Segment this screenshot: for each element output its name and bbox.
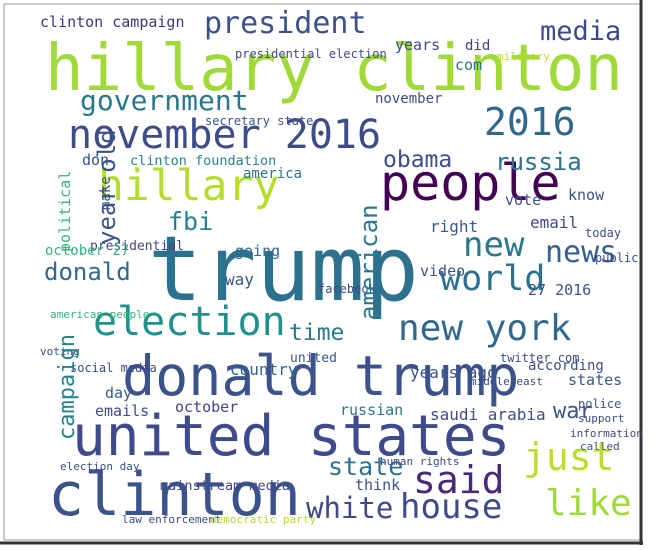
word: years <box>395 36 440 54</box>
word: day <box>105 384 132 402</box>
word: states <box>568 371 622 389</box>
word: com <box>455 56 482 74</box>
word: presidential <box>90 239 184 254</box>
word: october <box>175 398 238 416</box>
word: support <box>578 412 624 425</box>
word: saudi arabia <box>430 405 546 424</box>
word: country <box>230 360 298 379</box>
word: middle east <box>470 375 543 388</box>
word: hillary clinton <box>45 32 623 106</box>
word: going <box>235 242 280 260</box>
word: social media <box>70 361 157 375</box>
word: presidential election <box>235 47 387 61</box>
word: november <box>375 91 442 107</box>
word: house <box>400 487 502 527</box>
word: vote <box>505 191 541 209</box>
word: fbi <box>168 207 213 236</box>
word: today <box>585 226 621 240</box>
word: police <box>578 397 621 411</box>
word: human rights <box>380 455 459 468</box>
word: trump <box>148 217 419 322</box>
word: war <box>553 399 593 424</box>
word: law enforcement <box>122 513 221 526</box>
word: new york <box>398 308 572 349</box>
word: think <box>355 476 400 494</box>
word: 2016 <box>484 100 576 144</box>
word: public <box>595 251 638 265</box>
word: united <box>290 351 337 366</box>
word: president <box>204 6 367 41</box>
word: obama <box>383 147 452 173</box>
word: way <box>225 270 254 289</box>
word: mainstream media <box>160 478 290 494</box>
word: years ago <box>410 363 497 382</box>
word: donald trump <box>122 344 519 408</box>
word: clinton campaign <box>40 13 185 31</box>
word: media <box>540 16 621 47</box>
word: like <box>545 483 632 524</box>
word: new <box>463 225 525 265</box>
word: russian <box>340 401 403 419</box>
word: people <box>380 154 561 212</box>
word: information <box>570 427 643 440</box>
word: american <box>355 204 383 320</box>
word: just <box>523 435 615 479</box>
word: october 27 <box>45 243 129 259</box>
word: donald <box>44 258 131 286</box>
word: right <box>430 217 478 236</box>
word: said <box>413 458 505 502</box>
word: make <box>98 176 114 210</box>
word: know <box>568 186 605 204</box>
word: don <box>82 151 109 169</box>
word: called <box>580 440 620 453</box>
word: news <box>545 235 617 270</box>
word: america <box>243 166 302 182</box>
word: hillary <box>98 161 279 211</box>
word: year old <box>93 129 121 245</box>
word: emails <box>95 402 149 420</box>
word: voting <box>40 345 80 358</box>
word: according <box>528 358 604 374</box>
word: twitter com <box>500 351 579 365</box>
word: russia <box>495 148 582 176</box>
word: election <box>93 299 286 345</box>
word: time <box>289 320 344 346</box>
word: video <box>420 262 465 280</box>
word: 27 2016 <box>528 281 591 299</box>
word: democratic party <box>210 513 316 526</box>
word: government <box>80 84 249 117</box>
word: clinton <box>48 460 301 530</box>
word: military <box>497 50 550 63</box>
word: november 2016 <box>68 112 381 158</box>
word: did <box>465 38 490 54</box>
word: american people <box>50 308 149 321</box>
word: email <box>530 213 578 232</box>
word: campaign <box>55 334 80 440</box>
word: political <box>56 171 74 252</box>
word: state <box>328 452 403 481</box>
word: clinton foundation <box>130 153 276 169</box>
word: white <box>306 491 393 525</box>
word: facebook <box>318 282 377 296</box>
word: united states <box>72 404 510 469</box>
word: election day <box>60 460 140 473</box>
word: world <box>440 259 545 299</box>
word: secretary state <box>205 114 313 128</box>
